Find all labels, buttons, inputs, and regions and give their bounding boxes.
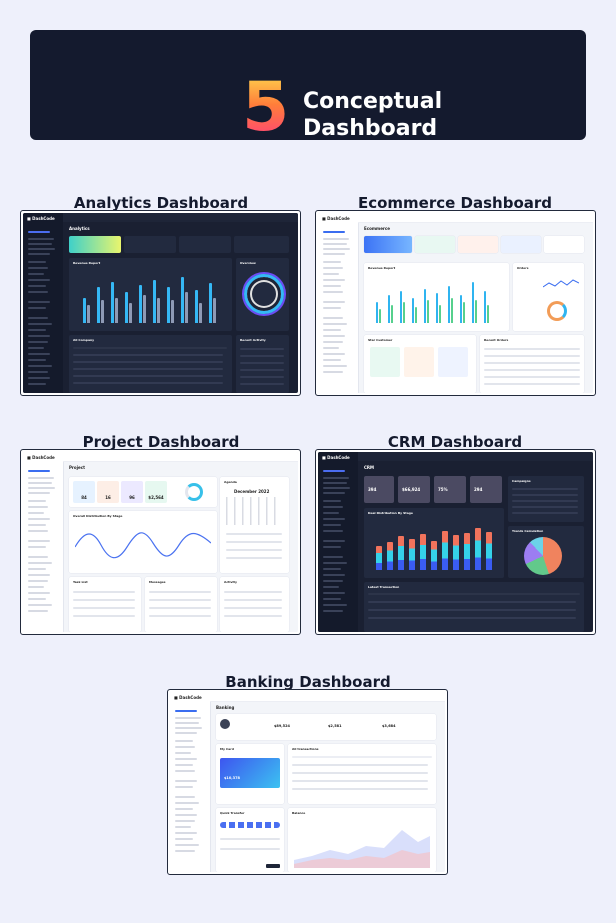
project-stats-card: 84 16 96 $2,564 xyxy=(69,477,217,507)
sidebar: ■ DashCode xyxy=(170,692,211,872)
distribution-card: Overall Distribution By Stage xyxy=(69,511,217,573)
topbar xyxy=(210,692,445,702)
section-label-crm: CRM Dashboard xyxy=(387,433,523,451)
page-title: CRM xyxy=(364,465,374,470)
agenda-card: Agenda December 2022 xyxy=(220,477,289,573)
page-title: Analytics xyxy=(69,226,90,231)
section-label-ecommerce: Ecommerce Dashboard xyxy=(357,194,553,212)
section-label-analytics: Analytics Dashboard xyxy=(73,194,249,212)
page-title: Ecommerce xyxy=(364,226,390,231)
sidebar: ■ DashCode xyxy=(318,452,358,632)
hero-banner: 5 Conceptual Dashboard xyxy=(30,30,586,147)
deal-distribution-card: Deal Distribution By Stage xyxy=(364,508,504,578)
crm-preview[interactable]: ■ DashCode CRM 394 $66,924 75% 294 Campa… xyxy=(315,449,596,635)
banking-preview[interactable]: ■ DashCode Banking $89,524 $2,581 $3,684… xyxy=(167,689,448,875)
trends-card: Trends Calculation xyxy=(508,526,584,578)
all-transactions-card: All transactions xyxy=(288,744,436,804)
hero-title: Conceptual Dashboard xyxy=(303,89,443,141)
page-title: Project xyxy=(69,465,86,470)
topbar xyxy=(63,452,298,462)
balance-card: Balance xyxy=(288,808,436,872)
analytics-screenshot: ■ DashCode Analytics Revenue Report xyxy=(23,213,298,393)
star-customer-card: Star Customer xyxy=(364,335,476,393)
ecommerce-preview[interactable]: ■ DashCode Ecommerce Revenue Report xyxy=(315,210,596,396)
crm-screenshot: ■ DashCode CRM 394 $66,924 75% 294 Campa… xyxy=(318,452,593,632)
revenue-report-card: Revenue Report xyxy=(364,263,509,331)
orders-card: Orders xyxy=(513,263,584,331)
sidebar: ■ DashCode xyxy=(23,213,63,393)
overview-card: Overview xyxy=(236,258,289,331)
topbar xyxy=(358,213,593,223)
topbar xyxy=(63,213,298,222)
section-label-banking: Banking Dashboard xyxy=(225,673,391,691)
sidebar: ■ DashCode xyxy=(23,452,64,632)
recent-activity-card: Recent Activity xyxy=(236,335,289,393)
all-company-card: All Company xyxy=(69,335,232,393)
revenue-report-card: Revenue Report xyxy=(69,258,232,331)
sidebar: ■ DashCode xyxy=(318,213,359,393)
banking-screenshot: ■ DashCode Banking $89,524 $2,581 $3,684… xyxy=(170,692,445,872)
quick-transfer-card: Quick Transfer xyxy=(216,808,284,872)
project-screenshot: ■ DashCode Project 84 16 96 $2,564 Overa… xyxy=(23,452,298,632)
my-card-card: My Card $10,378 xyxy=(216,744,284,804)
banking-summary-card: $89,524 $2,581 $3,684 xyxy=(216,714,436,740)
messages-card: Messages xyxy=(145,577,217,632)
section-label-project: Project Dashboard xyxy=(82,433,240,451)
hero-number: 5 xyxy=(242,68,290,147)
task-list-card: Task List xyxy=(69,577,141,632)
page-title: Banking xyxy=(216,705,235,710)
analytics-preview[interactable]: ■ DashCode Analytics Revenue Report xyxy=(20,210,301,396)
campaigns-card: Campaigns xyxy=(508,476,584,522)
ecommerce-screenshot: ■ DashCode Ecommerce Revenue Report xyxy=(318,213,593,393)
recent-orders-card: Recent Orders xyxy=(480,335,584,393)
project-preview[interactable]: ■ DashCode Project 84 16 96 $2,564 Overa… xyxy=(20,449,301,635)
latest-transaction-card: Latest Transaction xyxy=(364,582,584,632)
topbar xyxy=(358,452,593,461)
activity-card: Activity xyxy=(220,577,289,632)
